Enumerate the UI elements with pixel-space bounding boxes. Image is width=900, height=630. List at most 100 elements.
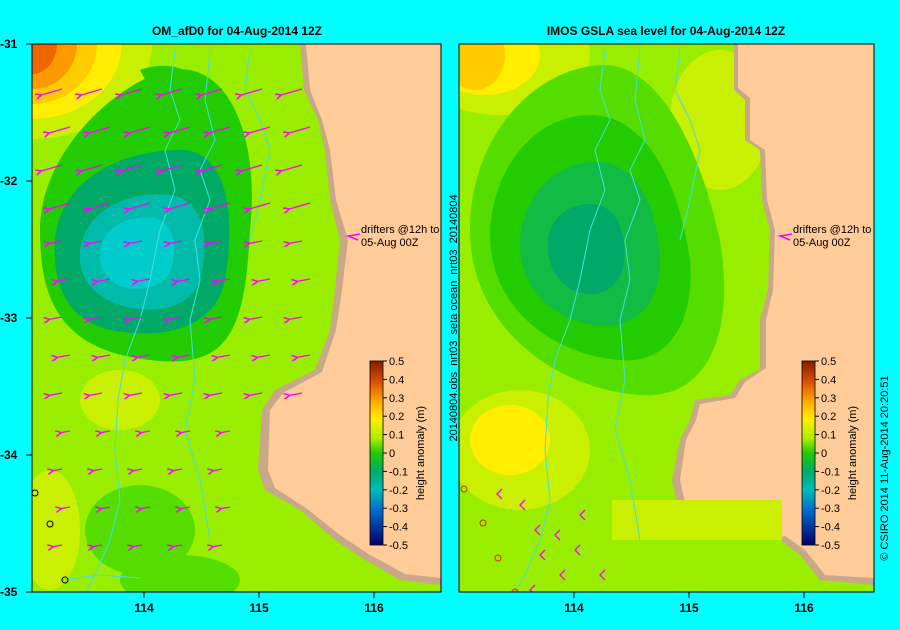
drift-vector: [120, 88, 143, 95]
drift-vector: [88, 202, 111, 209]
right-buoy-marker: [460, 485, 468, 493]
footer-credit: © CSIRO 2014 11-Aug-2014 20:20:51: [879, 375, 891, 560]
drift-vector: [177, 354, 191, 357]
drift-vector: [48, 202, 71, 209]
drift-vector: [249, 316, 263, 319]
drift-vector: [129, 392, 143, 395]
colorbar-tick-label: -0.3: [821, 503, 840, 515]
colorbar-tick-label: 0.1: [389, 430, 404, 442]
drift-vector: [249, 392, 263, 395]
drift-vector: [248, 126, 271, 133]
drift-vector: [248, 202, 271, 209]
right-colorbar-label: height anomaly (m): [847, 406, 859, 500]
drift-vector: [172, 469, 183, 471]
drift-vector: [129, 240, 143, 243]
drift-vector: [559, 569, 566, 581]
colorbar-tick-label: 0: [821, 448, 827, 460]
drift-vector: [80, 88, 103, 95]
drift-vector: [280, 88, 303, 95]
drift-vector: [534, 524, 541, 536]
drift-vector: [288, 202, 311, 209]
drift-vector: [220, 431, 231, 433]
drift-vector: [280, 164, 303, 171]
left-colorbar-label: height anomaly (m): [415, 406, 427, 500]
drift-vector: [574, 544, 581, 556]
right-drifter-note-line1: drifters @12h to: [793, 224, 871, 236]
left-map-title: OM_afD0 for 04-Aug-2014 12Z: [152, 24, 322, 38]
right-map-title: IMOS GSLA sea level for 04-Aug-2014 12Z: [547, 24, 785, 38]
drift-vector: [212, 545, 223, 547]
colorbar-tick-label: 0.3: [821, 393, 836, 405]
colorbar-tick-label: -0.4: [821, 522, 840, 534]
drift-vector: [249, 240, 263, 243]
drift-vector: [289, 240, 303, 243]
drift-vector: [97, 278, 111, 281]
drift-vector: [220, 507, 231, 509]
drift-vector: [89, 240, 103, 243]
drift-vector: [240, 164, 263, 171]
drift-vector: [128, 126, 151, 133]
drift-vector: [57, 278, 71, 281]
colorbar-tick-label: 0: [389, 448, 395, 460]
drift-vector: [554, 529, 561, 541]
drift-vector: [288, 126, 311, 133]
drift-vector: [88, 126, 111, 133]
drift-vector: [100, 431, 111, 433]
drift-vector: [209, 316, 223, 319]
drift-vector: [177, 278, 191, 281]
drift-vector: [160, 88, 183, 95]
left-colorbar: 0.5 0.4 0.3 0.2 0.1 0 -0.1 -0.2 -0.3 -0.4 -0.5 hei…: [369, 356, 427, 552]
lon-axis-left: 114 115 116: [134, 601, 384, 615]
drift-vector: [80, 164, 103, 171]
drift-vector: [132, 469, 143, 471]
drift-vector: [496, 488, 503, 500]
left-drifter-note-line2: 05-Aug 00Z: [361, 237, 419, 249]
drift-vector: [289, 392, 303, 395]
lat-tick-label: -34: [0, 448, 18, 462]
right-map-frame: [458, 43, 875, 593]
drift-vector: [52, 469, 63, 471]
lon-tick-label: 114: [564, 601, 584, 615]
right-buoy-marker: [479, 519, 487, 527]
colorbar-tick-label: -0.5: [821, 540, 840, 552]
right-land: [680, 44, 874, 578]
lat-ticks: [26, 43, 32, 593]
drift-vector: [208, 202, 231, 209]
lon-axis-right: 114 115 116: [564, 601, 814, 615]
drift-vector: [172, 545, 183, 547]
drift-vector: [48, 126, 71, 133]
drift-vector: [128, 202, 151, 209]
drift-vector: [89, 392, 103, 395]
drift-vector: [49, 392, 63, 395]
drift-vector: [57, 354, 71, 357]
lat-tick-label: -33: [0, 311, 18, 325]
drift-vector: [137, 354, 151, 357]
drift-vector: [120, 164, 143, 171]
drift-vector: [209, 392, 223, 395]
colorbar-tick-label: 0.1: [821, 430, 836, 442]
drift-vector: [49, 240, 63, 243]
lat-axis: -31 -32 -33 -34 -35: [0, 37, 18, 599]
lon-tick-label: 115: [679, 601, 699, 615]
left-buoy-marker: [61, 576, 69, 584]
drift-vector: [208, 126, 231, 133]
drift-vector: [169, 392, 183, 395]
right-buoy-marker: [494, 554, 502, 562]
colorbar-tick-label: 0.2: [389, 411, 404, 423]
right-map-panel: [459, 44, 874, 592]
drift-vector: [97, 354, 111, 357]
drift-vector: [209, 240, 223, 243]
colorbar-tick-label: 0.4: [389, 374, 404, 386]
drift-vector: [289, 316, 303, 319]
lat-tick-label: -32: [0, 174, 18, 188]
lon-tick-label: 114: [134, 601, 154, 615]
right-colorbar: 0.5 0.4 0.3 0.2 0.1 0 -0.1 -0.2 -0.3 -0.4 -0.5 hei…: [801, 356, 859, 552]
drift-vector: [200, 164, 223, 171]
drift-vector: [92, 469, 103, 471]
left-drift-vectors: [40, 88, 311, 547]
left-drifter-note-arrow: [345, 233, 361, 241]
drift-vector: [140, 507, 151, 509]
colorbar-tick-label: 0.3: [389, 393, 404, 405]
drift-vector: [257, 354, 271, 357]
